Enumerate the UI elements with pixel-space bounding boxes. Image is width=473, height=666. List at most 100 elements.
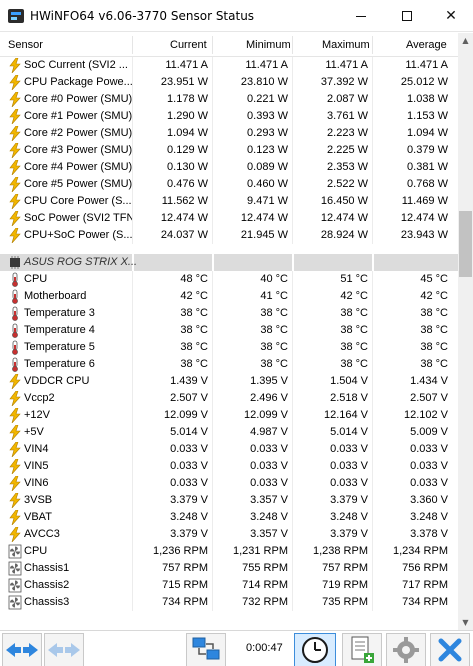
column-divider bbox=[292, 509, 293, 526]
sensor-row[interactable]: VBAT 3.248 V 3.248 V 3.248 V 3.248 V bbox=[0, 509, 458, 526]
column-header-sensor[interactable]: Sensor bbox=[8, 39, 43, 51]
column-divider[interactable] bbox=[372, 36, 373, 54]
sensor-name: Core #4 Power (SMU) bbox=[24, 161, 132, 173]
sensor-name: Core #0 Power (SMU) bbox=[24, 93, 132, 105]
minimum-value: 0.123 W bbox=[247, 144, 288, 156]
sensor-row[interactable]: 3VSB 3.379 V 3.357 V 3.379 V 3.360 V bbox=[0, 492, 458, 509]
column-header-maximum[interactable]: Maximum bbox=[322, 39, 370, 51]
sensor-row[interactable]: Core #4 Power (SMU) 0.130 W 0.089 W 2.353 W… bbox=[0, 159, 458, 176]
navigate-left-right-button[interactable] bbox=[2, 633, 42, 666]
average-value: 1.038 W bbox=[407, 93, 448, 105]
column-header-average[interactable]: Average bbox=[406, 39, 447, 51]
minimum-value: 12.099 V bbox=[243, 409, 288, 421]
sensor-row[interactable]: Core #0 Power (SMU) 1.178 W 0.221 W 2.087 W… bbox=[0, 91, 458, 108]
column-divider bbox=[372, 193, 373, 210]
sensor-name: SoC Power (SVI2 TFN) bbox=[24, 212, 132, 224]
sensor-row[interactable]: VDDCR CPU 1.439 V 1.395 V 1.504 V 1.434 V bbox=[0, 373, 458, 390]
column-divider bbox=[292, 227, 293, 244]
sensor-name: VIN4 bbox=[24, 443, 49, 455]
column-divider bbox=[372, 424, 373, 441]
maximum-value: 2.522 W bbox=[327, 178, 368, 190]
average-value: 12.474 W bbox=[400, 212, 448, 224]
minimum-value: 714 RPM bbox=[242, 579, 288, 591]
column-divider bbox=[372, 458, 373, 475]
vertical-scrollbar[interactable]: ▲ ▼ bbox=[458, 33, 473, 630]
maximum-value: 38 °C bbox=[340, 358, 368, 370]
sensor-row[interactable]: Chassis3 734 RPM 732 RPM 735 RPM 734 RPM bbox=[0, 594, 458, 611]
sensor-row[interactable]: AVCC3 3.379 V 3.357 V 3.379 V 3.378 V bbox=[0, 526, 458, 543]
column-divider[interactable] bbox=[132, 36, 133, 54]
sensor-group-header[interactable]: ASUS ROG STRIX X... bbox=[0, 254, 458, 271]
scroll-up-arrow-icon[interactable]: ▲ bbox=[462, 36, 469, 45]
sensor-row[interactable]: Core #1 Power (SMU) 1.290 W 0.393 W 3.761 W… bbox=[0, 108, 458, 125]
minimum-value: 12.474 W bbox=[240, 212, 288, 224]
scrollbar-thumb[interactable] bbox=[459, 211, 472, 277]
network-button[interactable] bbox=[186, 633, 226, 666]
sensor-row[interactable]: CPU 48 °C 40 °C 51 °C 45 °C bbox=[0, 271, 458, 288]
lightning-icon bbox=[8, 374, 22, 389]
column-divider bbox=[372, 339, 373, 356]
sensor-row[interactable]: +12V 12.099 V 12.099 V 12.164 V 12.102 V bbox=[0, 407, 458, 424]
current-value: 3.379 V bbox=[170, 528, 208, 540]
sensor-row[interactable]: VIN5 0.033 V 0.033 V 0.033 V 0.033 V bbox=[0, 458, 458, 475]
lightning-icon bbox=[8, 92, 22, 107]
sensor-row[interactable]: Core #5 Power (SMU) 0.476 W 0.460 W 2.522 W… bbox=[0, 176, 458, 193]
sensor-row[interactable]: CPU Core Power (S... 11.562 W 9.471 W 16.45… bbox=[0, 193, 458, 210]
maximum-value: 3.248 V bbox=[330, 511, 368, 523]
sensor-row[interactable]: CPU+SoC Power (S... 24.037 W 21.945 W 28.92… bbox=[0, 227, 458, 244]
column-divider bbox=[132, 424, 133, 441]
sensor-row[interactable]: VIN6 0.033 V 0.033 V 0.033 V 0.033 V bbox=[0, 475, 458, 492]
column-divider bbox=[132, 74, 133, 91]
column-divider bbox=[372, 288, 373, 305]
column-divider bbox=[212, 356, 213, 373]
sensor-row[interactable]: Core #2 Power (SMU) 1.094 W 0.293 W 2.223 W… bbox=[0, 125, 458, 142]
sensor-row[interactable]: +5V 5.014 V 4.987 V 5.014 V 5.009 V bbox=[0, 424, 458, 441]
column-header-minimum[interactable]: Minimum bbox=[246, 39, 291, 51]
current-value: 0.033 V bbox=[170, 460, 208, 472]
maximum-value: 757 RPM bbox=[322, 562, 368, 574]
column-divider[interactable] bbox=[212, 36, 213, 54]
maximum-value: 12.164 V bbox=[323, 409, 368, 421]
sensor-row[interactable]: Core #3 Power (SMU) 0.129 W 0.123 W 2.225 W… bbox=[0, 142, 458, 159]
sensor-row[interactable]: Chassis2 715 RPM 714 RPM 719 RPM 717 RPM bbox=[0, 577, 458, 594]
sensor-row[interactable]: CPU 1,236 RPM 1,231 RPM 1,238 RPM 1,234 RPM bbox=[0, 543, 458, 560]
average-value: 11.469 W bbox=[401, 195, 448, 207]
sensor-row[interactable]: SoC Current (SVI2 ... 11.471 A 11.471 A 11.… bbox=[0, 57, 458, 74]
sensor-row[interactable]: CPU Package Powe... 23.951 W 23.810 W 37.39… bbox=[0, 74, 458, 91]
sensor-row[interactable]: Temperature 4 38 °C 38 °C 38 °C 38 °C bbox=[0, 322, 458, 339]
settings-button[interactable] bbox=[386, 633, 426, 666]
column-divider bbox=[372, 492, 373, 509]
maximize-button[interactable] bbox=[384, 0, 430, 32]
column-divider[interactable] bbox=[292, 36, 293, 54]
column-divider bbox=[292, 526, 293, 543]
column-divider bbox=[372, 108, 373, 125]
close-button[interactable]: ✕ bbox=[428, 0, 473, 32]
column-divider bbox=[292, 305, 293, 322]
clock-reset-button[interactable] bbox=[294, 633, 336, 666]
thermometer-icon bbox=[8, 357, 22, 372]
sensor-row[interactable]: Vccp2 2.507 V 2.496 V 2.518 V 2.507 V bbox=[0, 390, 458, 407]
maximum-value: 2.353 W bbox=[327, 161, 368, 173]
minimum-value: 0.293 W bbox=[247, 127, 288, 139]
column-divider bbox=[212, 176, 213, 193]
sensor-row[interactable]: Chassis1 757 RPM 755 RPM 757 RPM 756 RPM bbox=[0, 560, 458, 577]
sensor-row[interactable]: Temperature 6 38 °C 38 °C 38 °C 38 °C bbox=[0, 356, 458, 373]
lightning-icon bbox=[8, 493, 22, 508]
sensor-row[interactable]: Temperature 5 38 °C 38 °C 38 °C 38 °C bbox=[0, 339, 458, 356]
minimize-button[interactable] bbox=[338, 0, 384, 32]
sensor-row[interactable]: VIN4 0.033 V 0.033 V 0.033 V 0.033 V bbox=[0, 441, 458, 458]
maximum-value: 28.924 W bbox=[320, 229, 368, 241]
maximum-value: 42 °C bbox=[340, 290, 368, 302]
current-value: 12.099 V bbox=[163, 409, 208, 421]
lightning-icon bbox=[8, 126, 22, 141]
column-header-current[interactable]: Current bbox=[170, 39, 207, 51]
navigate-disabled-button[interactable] bbox=[44, 633, 84, 666]
sensor-row[interactable]: SoC Power (SVI2 TFN) 12.474 W 12.474 W 12.4… bbox=[0, 210, 458, 227]
group-header-cell bbox=[134, 254, 212, 271]
gear-icon bbox=[393, 637, 419, 663]
sensor-row[interactable]: Motherboard 42 °C 41 °C 42 °C 42 °C bbox=[0, 288, 458, 305]
scroll-down-arrow-icon[interactable]: ▼ bbox=[462, 618, 469, 627]
add-report-button[interactable] bbox=[342, 633, 382, 666]
sensor-row[interactable]: Temperature 3 38 °C 38 °C 38 °C 38 °C bbox=[0, 305, 458, 322]
close-sensors-button[interactable] bbox=[430, 633, 470, 666]
